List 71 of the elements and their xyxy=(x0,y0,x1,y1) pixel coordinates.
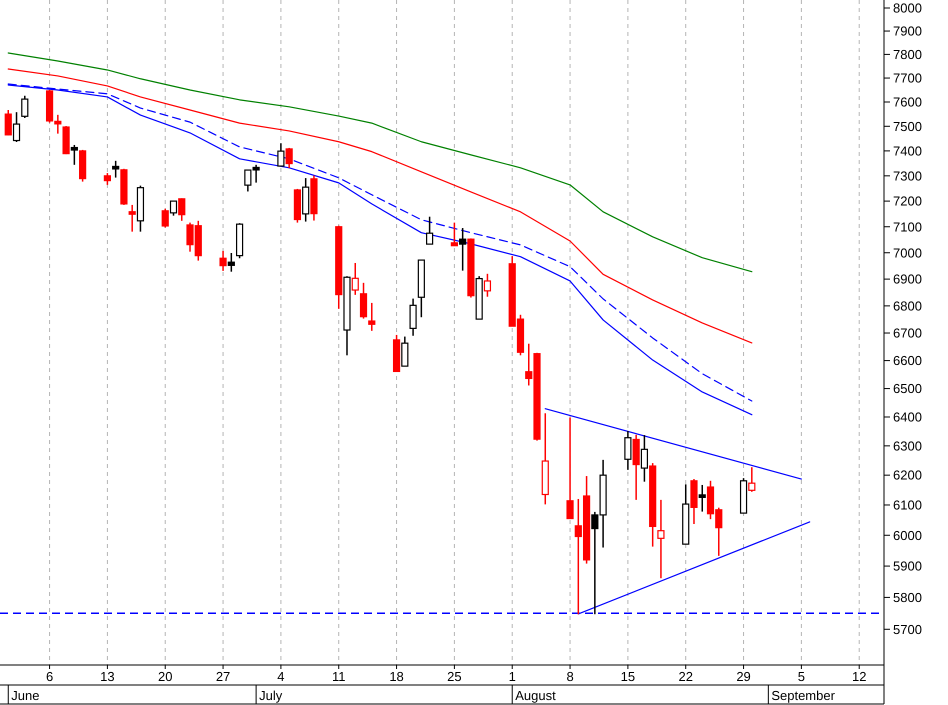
line-series xyxy=(8,68,752,344)
y-tick-label: 7800 xyxy=(893,46,922,62)
candlestick xyxy=(368,302,376,332)
candlestick xyxy=(657,499,665,579)
text: June xyxy=(11,688,40,703)
y-tick-label: 6500 xyxy=(893,381,922,396)
y-tick-label: 7900 xyxy=(893,24,922,39)
candlestick xyxy=(360,282,368,320)
x-tick-label: 29 xyxy=(736,669,751,684)
candlestick xyxy=(4,109,12,136)
y-tick-label: 6900 xyxy=(893,272,922,287)
y-tick-label: 6000 xyxy=(893,528,922,543)
y-tick-label: 5700 xyxy=(893,622,922,637)
candlestick xyxy=(286,147,293,169)
candlestick xyxy=(624,430,632,471)
text: July xyxy=(259,688,283,703)
candlestick xyxy=(162,208,169,228)
y-tick-label: 6100 xyxy=(893,498,922,513)
y-tick-label: 6700 xyxy=(893,326,922,341)
candlestick xyxy=(401,336,408,368)
x-tick-label: 18 xyxy=(389,669,404,684)
candlestick xyxy=(450,222,458,247)
candlestick xyxy=(104,172,111,186)
x-tick-label: 27 xyxy=(216,669,230,684)
y-tick-label: 5900 xyxy=(893,558,922,574)
x-tick-label: 22 xyxy=(678,669,693,684)
x-tick-label: 8 xyxy=(566,669,574,684)
candlestick xyxy=(128,204,136,232)
candlestick xyxy=(219,250,227,272)
y-tick-label: 7700 xyxy=(893,70,922,86)
candlestick xyxy=(698,484,706,512)
x-tick-label: 11 xyxy=(332,669,346,684)
y-tick-label: 6600 xyxy=(893,353,922,368)
candlestick xyxy=(178,198,186,222)
y-tick-label: 7400 xyxy=(893,143,922,158)
candlestick xyxy=(70,144,78,166)
text: September xyxy=(771,688,836,703)
candlestick xyxy=(640,434,648,482)
y-tick-label: 5800 xyxy=(893,590,922,605)
y-tick-label: 7100 xyxy=(893,219,922,234)
candlestick xyxy=(409,298,417,337)
x-tick-label: 6 xyxy=(46,669,54,684)
line-series xyxy=(8,52,752,272)
y-tick-label: 7300 xyxy=(893,168,922,184)
candlestick xyxy=(459,227,466,272)
y-tick-label: 6800 xyxy=(893,298,922,314)
y-tick-label: 7600 xyxy=(893,94,922,110)
x-tick-label: 15 xyxy=(620,669,636,684)
y-tick-label: 7200 xyxy=(893,194,922,209)
candlestick xyxy=(112,160,120,178)
x-tick-label: 12 xyxy=(852,669,866,684)
candlestick xyxy=(566,416,574,520)
y-tick-label: 6400 xyxy=(893,410,922,425)
candlestick xyxy=(21,95,28,119)
y-tick-label: 6300 xyxy=(893,438,922,454)
x-tick-label: 25 xyxy=(447,669,462,684)
candlestick xyxy=(426,216,434,246)
candlestick xyxy=(277,142,284,168)
y-tick-label: 6200 xyxy=(893,468,922,483)
x-tick-label: 20 xyxy=(158,669,172,684)
candlestick xyxy=(228,252,235,272)
y-tick-label: 8000 xyxy=(893,0,922,16)
x-tick-label: 1 xyxy=(508,669,516,684)
text: August xyxy=(515,688,556,703)
candlestick xyxy=(170,200,178,216)
y-tick-label: 7000 xyxy=(893,245,922,260)
y-tick-label: 7500 xyxy=(893,118,922,134)
x-tick-label: 13 xyxy=(100,669,115,684)
candlestick xyxy=(12,111,20,143)
x-tick-label: 4 xyxy=(277,669,285,684)
x-tick-label: 5 xyxy=(798,669,805,684)
